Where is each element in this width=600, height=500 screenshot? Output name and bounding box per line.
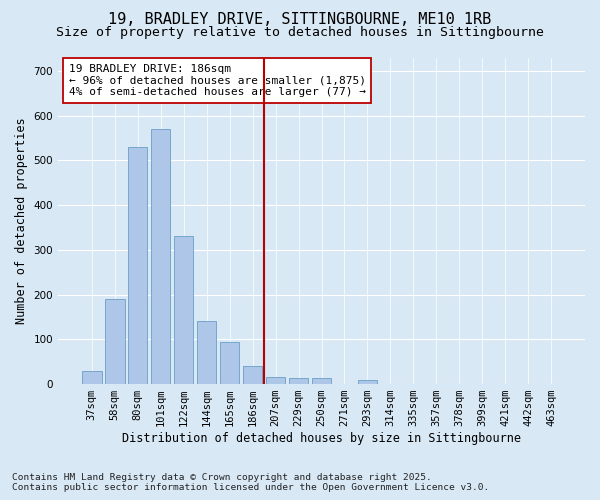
Bar (128, 147, 148, 384)
Bar (197, 322, 217, 384)
Bar (243, 366, 262, 384)
Bar (105, 299, 125, 384)
Bar (312, 378, 331, 384)
X-axis label: Distribution of detached houses by size in Sittingbourne: Distribution of detached houses by size … (122, 432, 521, 445)
Bar (220, 342, 239, 384)
Y-axis label: Number of detached properties: Number of detached properties (15, 118, 28, 324)
Bar (358, 380, 377, 384)
Bar (82, 370, 101, 384)
Text: Contains HM Land Registry data © Crown copyright and database right 2025.
Contai: Contains HM Land Registry data © Crown c… (12, 473, 489, 492)
Text: 19, BRADLEY DRIVE, SITTINGBOURNE, ME10 1RB: 19, BRADLEY DRIVE, SITTINGBOURNE, ME10 1… (109, 12, 491, 28)
Text: 19 BRADLEY DRIVE: 186sqm
← 96% of detached houses are smaller (1,875)
4% of semi: 19 BRADLEY DRIVE: 186sqm ← 96% of detach… (68, 64, 365, 97)
Bar (174, 236, 193, 384)
Bar (151, 129, 170, 384)
Bar (266, 378, 286, 384)
Text: Size of property relative to detached houses in Sittingbourne: Size of property relative to detached ho… (56, 26, 544, 39)
Bar (289, 378, 308, 384)
